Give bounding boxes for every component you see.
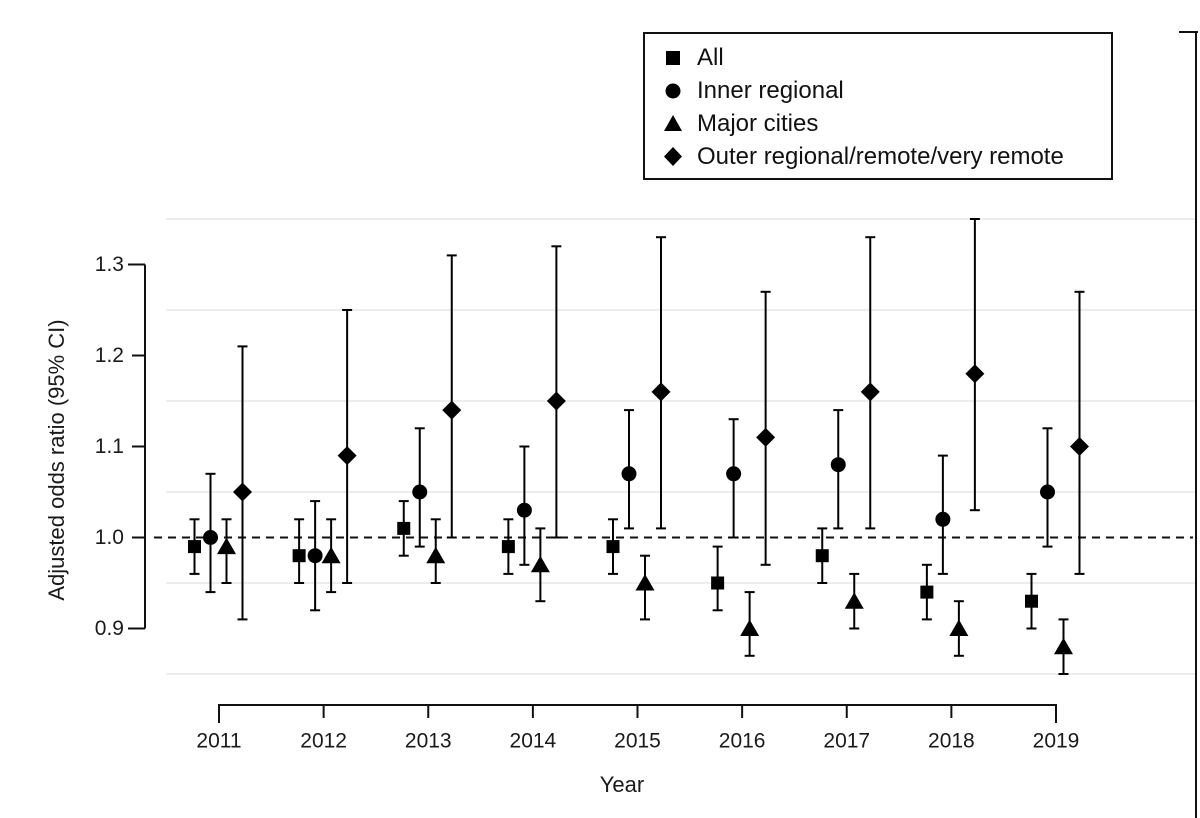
- point-circle-2011: [203, 530, 218, 545]
- x-tick-label: 2018: [928, 730, 975, 753]
- x-tick-label: 2016: [719, 730, 766, 753]
- legend-label: All: [697, 43, 724, 71]
- point-diamond-2016: [756, 427, 776, 447]
- point-square-2016: [711, 576, 725, 590]
- point-square-2014: [501, 540, 515, 554]
- circle-icon: [663, 80, 689, 102]
- point-diamond-2017: [860, 382, 880, 402]
- x-tick-label: 2012: [300, 730, 347, 753]
- point-circle-2013: [412, 484, 428, 500]
- legend-label: Outer regional/remote/very remote: [697, 142, 1064, 170]
- x-tick-label: 2013: [405, 730, 452, 753]
- point-circle-2018: [935, 511, 951, 527]
- point-diamond-2013: [442, 400, 462, 420]
- point-triangle-2016: [740, 619, 760, 636]
- x-tick-label: 2019: [1033, 730, 1080, 753]
- point-triangle-2013: [426, 546, 446, 564]
- point-circle-2019: [1040, 484, 1055, 500]
- point-circle-2017: [830, 457, 846, 473]
- point-circle-2014: [516, 502, 532, 518]
- point-triangle-2015: [635, 574, 655, 591]
- point-circle-2012: [307, 548, 323, 564]
- point-diamond-2011: [233, 482, 252, 502]
- legend-item: Major cities: [663, 107, 1111, 140]
- legend-item: Inner regional: [663, 74, 1111, 107]
- point-square-2018: [920, 585, 934, 599]
- square-icon: [663, 47, 689, 69]
- point-diamond-2014: [546, 391, 566, 411]
- figure-top-border-segment: [1179, 31, 1198, 33]
- legend-item: Outer regional/remote/very remote: [663, 140, 1111, 173]
- point-circle-2016: [726, 466, 742, 482]
- point-triangle-2019: [1054, 637, 1073, 655]
- y-tick-label: 1.1: [95, 435, 124, 458]
- y-tick-label: 1.0: [95, 526, 124, 549]
- x-tick-label: 2011: [196, 730, 241, 753]
- y-tick-label: 0.9: [95, 617, 124, 640]
- point-diamond-2012: [337, 446, 357, 466]
- point-circle-2015: [621, 466, 637, 482]
- legend-label: Major cities: [697, 109, 819, 137]
- x-axis-title: Year: [599, 772, 645, 797]
- y-axis-title: Adjusted odds ratio (95% CI): [44, 319, 69, 601]
- point-square-2013: [397, 521, 411, 535]
- legend-box: All Inner regional Major cities Outer regio…: [643, 32, 1113, 180]
- figure-right-border: [1195, 31, 1197, 818]
- point-square-2011: [188, 540, 201, 554]
- point-diamond-2019: [1070, 437, 1089, 456]
- point-triangle-2017: [844, 592, 864, 609]
- point-triangle-2018: [949, 619, 969, 636]
- x-tick-label: 2014: [510, 730, 557, 753]
- point-square-2019: [1025, 594, 1038, 608]
- point-triangle-2011: [217, 537, 236, 555]
- point-square-2015: [606, 540, 620, 554]
- point-diamond-2018: [965, 364, 985, 384]
- x-tick-label: 2015: [614, 730, 661, 753]
- x-tick-label: 2017: [823, 730, 870, 753]
- legend-item: All: [663, 41, 1111, 74]
- y-tick-label: 1.2: [95, 344, 124, 367]
- point-triangle-2014: [530, 555, 550, 573]
- diamond-icon: [663, 146, 689, 168]
- point-diamond-2015: [651, 382, 671, 402]
- point-square-2012: [292, 549, 306, 563]
- point-square-2017: [815, 549, 829, 563]
- point-triangle-2012: [321, 546, 341, 564]
- legend-label: Inner regional: [697, 76, 844, 104]
- y-tick-label: 1.3: [95, 253, 124, 276]
- triangle-icon: [663, 113, 689, 135]
